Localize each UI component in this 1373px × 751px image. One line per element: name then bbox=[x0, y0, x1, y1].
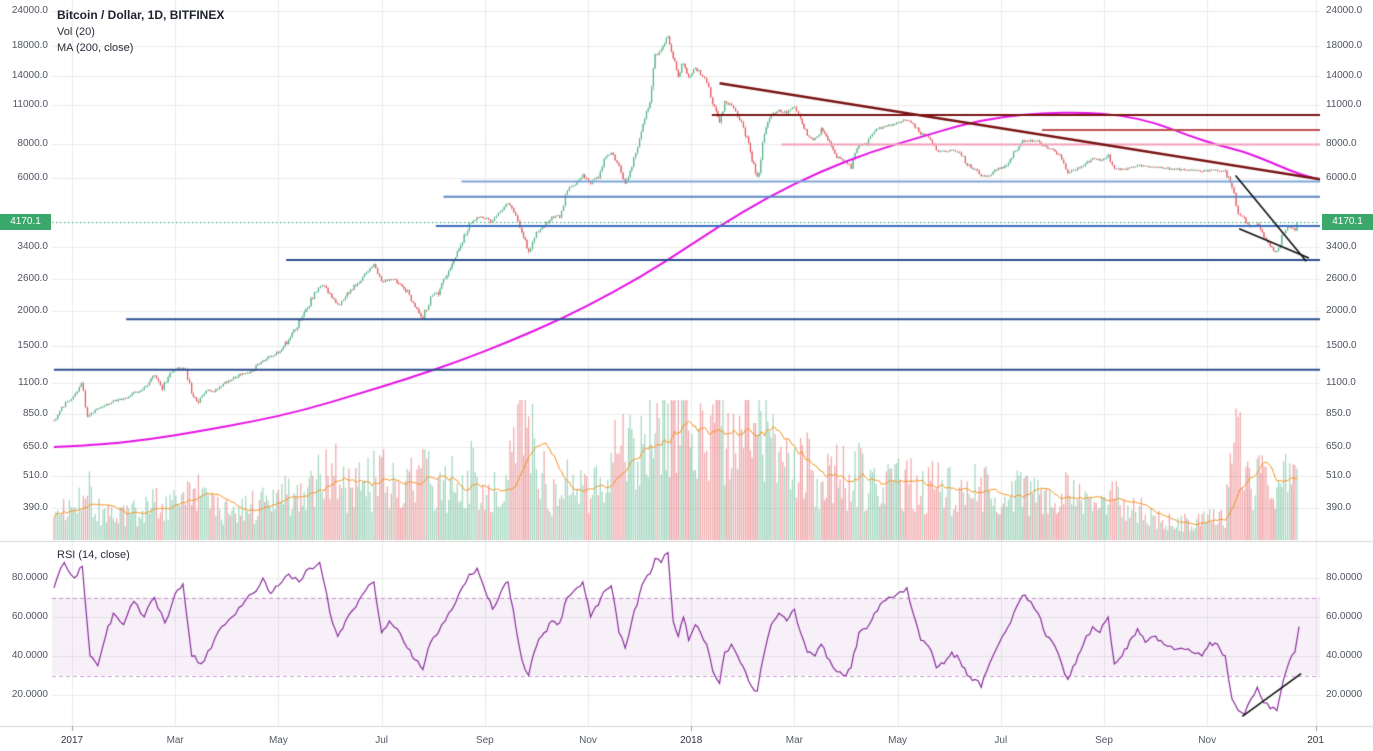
rsi-legend: RSI (14, close) bbox=[57, 545, 130, 561]
time-tick-label: Mar bbox=[785, 735, 804, 746]
price-tick-label: 14000.0 bbox=[11, 70, 48, 82]
price-tick-label: 14000.0 bbox=[1326, 70, 1363, 82]
price-tick-label: 18000.0 bbox=[1326, 39, 1363, 51]
price-tick-label: 6000.0 bbox=[1326, 172, 1357, 184]
price-tick-label: 650.0 bbox=[1326, 440, 1352, 452]
price-tick-label: 6000.0 bbox=[17, 172, 48, 184]
price-tick-label: 850.0 bbox=[1326, 408, 1352, 420]
price-tick-label: 1500.0 bbox=[1326, 339, 1357, 351]
time-tick-label: Nov bbox=[579, 735, 597, 746]
time-tick-label: Sep bbox=[475, 735, 494, 746]
price-tick-label: 8000.0 bbox=[17, 137, 48, 149]
price-tick-label: 1500.0 bbox=[17, 339, 48, 351]
time-tick-label: Jul bbox=[375, 735, 388, 746]
price-tick-label: 850.0 bbox=[22, 408, 48, 420]
price-tick-label: 1100.0 bbox=[1326, 377, 1356, 389]
price-tick-label: 18000.0 bbox=[11, 39, 48, 51]
rsi-tick-label: 40.0000 bbox=[1326, 650, 1363, 661]
price-tick-label: 8000.0 bbox=[1326, 137, 1357, 149]
price-tick-label: 24000.0 bbox=[11, 5, 48, 16]
price-tick-label: 24000.0 bbox=[1326, 5, 1363, 16]
volume-indicator-label[interactable]: Vol (20) bbox=[57, 26, 95, 38]
rsi-tick-label: 60.0000 bbox=[1326, 611, 1363, 622]
rsi-tick-label: 20.0000 bbox=[1326, 689, 1363, 700]
time-tick-label: 2018 bbox=[680, 735, 703, 746]
price-tick-label: 650.0 bbox=[22, 440, 48, 452]
price-tick-label: 510.0 bbox=[1326, 469, 1352, 481]
price-tick-label: 11000.0 bbox=[12, 99, 48, 111]
price-tick-label: 510.0 bbox=[22, 469, 48, 481]
time-tick-label: Mar bbox=[166, 735, 184, 746]
price-tick-label: 3400.0 bbox=[1326, 240, 1357, 252]
price-tick-label: 2000.0 bbox=[1326, 305, 1357, 316]
rsi-tick-label: 80.0000 bbox=[11, 572, 48, 583]
last-price-label-right: 4170.1 bbox=[1322, 214, 1373, 231]
price-tick-label: 2600.0 bbox=[1326, 273, 1357, 285]
rsi-tick-label: 20.0000 bbox=[11, 689, 48, 700]
price-tick-label: 3400.0 bbox=[17, 240, 48, 252]
time-tick-label: May bbox=[268, 735, 288, 746]
rsi-tick-label: 40.0000 bbox=[11, 650, 48, 661]
time-tick-label: Nov bbox=[1198, 735, 1217, 746]
price-tick-label: 2000.0 bbox=[17, 305, 48, 316]
time-tick-label: May bbox=[888, 735, 908, 746]
chart-legend: Bitcoin / Dollar, 1D, BITFINEX Vol (20) … bbox=[57, 8, 224, 54]
rsi-indicator-label[interactable]: RSI (14, close) bbox=[57, 549, 130, 561]
price-tick-label: 390.0 bbox=[1326, 502, 1352, 514]
ma-indicator-label[interactable]: MA (200, close) bbox=[57, 42, 134, 54]
price-tick-label: 1100.0 bbox=[18, 377, 48, 389]
last-price-label-left: 4170.1 bbox=[0, 214, 51, 231]
time-tick-label: 2017 bbox=[60, 735, 84, 746]
rsi-tick-label: 80.0000 bbox=[1326, 572, 1363, 583]
time-tick-label: Jul bbox=[994, 735, 1008, 746]
time-tick-label: Sep bbox=[1095, 735, 1113, 746]
price-tick-label: 2600.0 bbox=[17, 273, 48, 285]
rsi-tick-label: 60.0000 bbox=[11, 611, 48, 622]
symbol-title[interactable]: Bitcoin / Dollar, 1D, BITFINEX bbox=[57, 8, 225, 22]
price-tick-label: 390.0 bbox=[22, 502, 48, 514]
price-tick-label: 11000.0 bbox=[1326, 99, 1362, 111]
time-tick-label: 201 bbox=[1307, 735, 1324, 746]
